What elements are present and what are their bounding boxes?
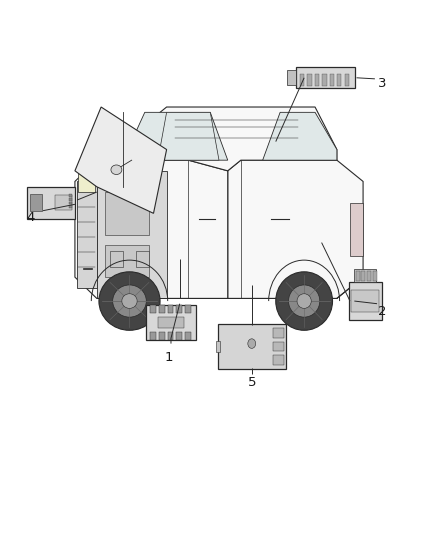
Text: 5: 5 — [247, 376, 256, 389]
FancyBboxPatch shape — [69, 205, 72, 208]
FancyBboxPatch shape — [27, 187, 75, 219]
FancyBboxPatch shape — [159, 305, 165, 313]
FancyBboxPatch shape — [273, 328, 284, 338]
FancyBboxPatch shape — [77, 181, 97, 288]
FancyBboxPatch shape — [69, 201, 72, 204]
FancyBboxPatch shape — [185, 305, 191, 313]
FancyBboxPatch shape — [307, 74, 312, 86]
FancyBboxPatch shape — [110, 251, 123, 266]
FancyBboxPatch shape — [356, 271, 360, 281]
Ellipse shape — [113, 285, 146, 317]
FancyBboxPatch shape — [345, 74, 349, 86]
FancyBboxPatch shape — [106, 245, 149, 277]
FancyBboxPatch shape — [69, 198, 72, 200]
Polygon shape — [228, 160, 363, 298]
FancyBboxPatch shape — [373, 271, 377, 281]
Polygon shape — [75, 107, 166, 213]
FancyBboxPatch shape — [177, 305, 182, 313]
Text: 2: 2 — [378, 305, 386, 318]
Text: 3: 3 — [378, 77, 386, 90]
FancyBboxPatch shape — [150, 305, 156, 313]
FancyBboxPatch shape — [337, 74, 342, 86]
Ellipse shape — [99, 272, 160, 330]
FancyBboxPatch shape — [350, 203, 363, 256]
Polygon shape — [263, 112, 337, 160]
FancyBboxPatch shape — [273, 342, 284, 351]
FancyBboxPatch shape — [168, 305, 173, 313]
Ellipse shape — [289, 285, 320, 317]
Circle shape — [248, 339, 256, 349]
Text: 1: 1 — [165, 351, 173, 365]
FancyBboxPatch shape — [150, 332, 156, 340]
FancyBboxPatch shape — [218, 324, 286, 369]
FancyBboxPatch shape — [106, 192, 149, 235]
Polygon shape — [158, 112, 219, 160]
Ellipse shape — [276, 272, 332, 330]
FancyBboxPatch shape — [330, 74, 334, 86]
Text: 4: 4 — [26, 211, 35, 224]
FancyBboxPatch shape — [159, 332, 165, 340]
Polygon shape — [123, 112, 228, 160]
FancyBboxPatch shape — [29, 194, 42, 211]
FancyBboxPatch shape — [287, 70, 297, 85]
Polygon shape — [97, 107, 337, 171]
FancyBboxPatch shape — [273, 355, 284, 365]
FancyBboxPatch shape — [216, 341, 220, 352]
Ellipse shape — [297, 294, 311, 309]
FancyBboxPatch shape — [351, 290, 379, 312]
FancyBboxPatch shape — [69, 194, 72, 197]
FancyBboxPatch shape — [367, 271, 371, 281]
Polygon shape — [75, 160, 228, 298]
FancyBboxPatch shape — [177, 332, 182, 340]
FancyBboxPatch shape — [136, 251, 149, 266]
Polygon shape — [97, 171, 166, 298]
FancyBboxPatch shape — [55, 195, 72, 210]
FancyBboxPatch shape — [354, 269, 376, 282]
FancyBboxPatch shape — [300, 74, 304, 86]
FancyBboxPatch shape — [315, 74, 319, 86]
FancyBboxPatch shape — [322, 74, 327, 86]
FancyBboxPatch shape — [158, 317, 184, 328]
FancyBboxPatch shape — [361, 271, 365, 281]
FancyBboxPatch shape — [146, 305, 196, 340]
FancyBboxPatch shape — [297, 67, 356, 88]
Ellipse shape — [111, 165, 122, 174]
FancyBboxPatch shape — [185, 332, 191, 340]
FancyBboxPatch shape — [349, 282, 381, 320]
FancyBboxPatch shape — [168, 332, 173, 340]
FancyBboxPatch shape — [78, 171, 95, 192]
Ellipse shape — [122, 294, 137, 309]
